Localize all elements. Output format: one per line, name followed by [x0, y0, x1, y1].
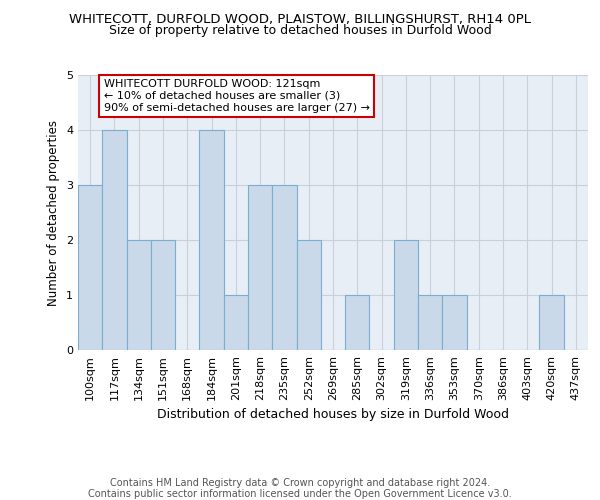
Bar	[418, 295, 442, 350]
Bar	[248, 185, 272, 350]
Text: Size of property relative to detached houses in Durfold Wood: Size of property relative to detached ho…	[109, 24, 491, 37]
Y-axis label: Number of detached properties: Number of detached properties	[47, 120, 61, 306]
Text: WHITECOTT DURFOLD WOOD: 121sqm
← 10% of detached houses are smaller (3)
90% of s: WHITECOTT DURFOLD WOOD: 121sqm ← 10% of …	[104, 80, 370, 112]
Bar	[442, 295, 467, 350]
Bar	[539, 295, 564, 350]
Bar	[345, 295, 370, 350]
Bar	[102, 130, 127, 350]
Bar	[199, 130, 224, 350]
Text: Contains HM Land Registry data © Crown copyright and database right 2024.: Contains HM Land Registry data © Crown c…	[110, 478, 490, 488]
Bar	[224, 295, 248, 350]
Bar	[394, 240, 418, 350]
Bar	[151, 240, 175, 350]
X-axis label: Distribution of detached houses by size in Durfold Wood: Distribution of detached houses by size …	[157, 408, 509, 421]
Bar	[296, 240, 321, 350]
Bar	[78, 185, 102, 350]
Bar	[272, 185, 296, 350]
Text: Contains public sector information licensed under the Open Government Licence v3: Contains public sector information licen…	[88, 489, 512, 499]
Bar	[127, 240, 151, 350]
Text: WHITECOTT, DURFOLD WOOD, PLAISTOW, BILLINGSHURST, RH14 0PL: WHITECOTT, DURFOLD WOOD, PLAISTOW, BILLI…	[69, 12, 531, 26]
